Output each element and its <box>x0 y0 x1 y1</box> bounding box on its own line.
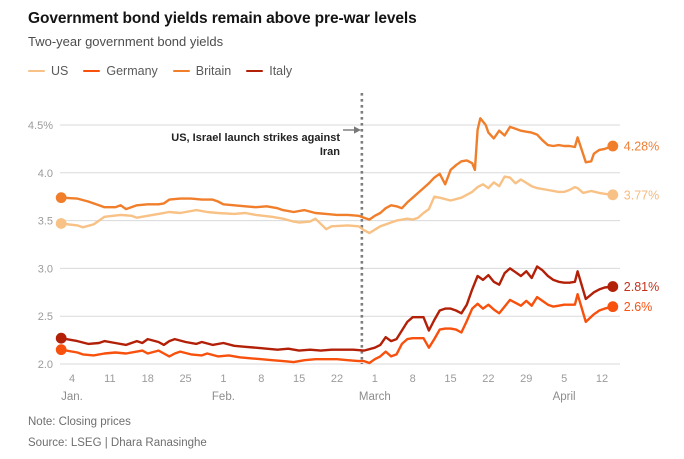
legend-label-italy: Italy <box>269 64 293 78</box>
series-end-dot-britain <box>607 140 619 152</box>
x-axis-tick-label: 12 <box>596 373 608 385</box>
x-axis-month-label: Feb. <box>212 391 235 403</box>
series-end-value-label-us: 3.77% <box>624 188 659 202</box>
x-axis-tick-label: 8 <box>410 373 416 385</box>
legend-label-us: US <box>51 64 69 78</box>
chart-subtitle: Two-year government bond yields <box>28 34 224 49</box>
x-axis-tick-label: 1 <box>372 373 378 385</box>
y-axis-tick-label: 3.0 <box>38 263 53 275</box>
y-axis-tick-label: 2.5 <box>38 311 53 323</box>
y-axis-tick-label: 3.5 <box>38 216 53 228</box>
legend-item-germany: Germany <box>83 64 158 78</box>
legend-swatch-italy <box>246 69 264 73</box>
x-axis-month-label: March <box>359 391 391 403</box>
legend: US Germany Britain Italy <box>28 64 292 78</box>
legend-item-italy: Italy <box>246 64 292 78</box>
legend-item-britain: Britain <box>172 64 232 78</box>
series-line-italy <box>60 265 614 352</box>
legend-swatch-germany <box>83 69 101 73</box>
x-axis-tick-label: 22 <box>331 373 343 385</box>
series-line-germany <box>60 293 614 365</box>
series-us: 3.77% <box>55 175 659 235</box>
x-axis-tick-label: 1 <box>220 373 226 385</box>
x-axis-tick-label: 29 <box>520 373 532 385</box>
series-end-value-label-germany: 2.6% <box>624 300 653 314</box>
x-axis-tick-label: 22 <box>482 373 494 385</box>
series-germany: 2.6% <box>55 293 653 365</box>
x-axis-tick-label: 15 <box>293 373 305 385</box>
event-annotation-text: US, Israel launch strikes against <box>171 132 340 144</box>
legend-label-britain: Britain <box>195 64 232 78</box>
x-axis-month-label: April <box>553 391 576 403</box>
x-axis-tick-label: 11 <box>104 373 115 385</box>
series-italy: 2.81% <box>55 265 659 352</box>
x-axis-month-label: Jan. <box>61 391 83 403</box>
series-end-dot-italy <box>607 281 619 292</box>
series-end-dot-germany <box>607 301 619 313</box>
series-end-value-label-italy: 2.81% <box>624 280 659 294</box>
series-britain: 4.28% <box>55 117 659 221</box>
y-axis-tick-label: 2.0 <box>38 359 53 371</box>
x-axis-tick-label: 25 <box>179 373 191 385</box>
y-axis-tick-label: 4.5% <box>28 120 53 132</box>
series-line-us <box>60 175 614 235</box>
x-axis-tick-label: 18 <box>142 373 154 385</box>
footnote: Note: Closing prices <box>28 416 131 428</box>
annotation-arrowhead-icon <box>354 126 361 134</box>
series-start-dot-italy <box>55 332 67 344</box>
page-title: Government bond yields remain above pre-… <box>28 10 417 27</box>
x-axis-tick-label: 15 <box>444 373 456 385</box>
series-line-britain <box>60 117 614 221</box>
legend-label-germany: Germany <box>106 64 158 78</box>
x-axis-tick-label: 8 <box>258 373 264 385</box>
event-annotation-text: Iran <box>320 146 340 158</box>
x-axis-tick-label: 5 <box>561 373 567 385</box>
series-end-value-label-britain: 4.28% <box>624 140 659 154</box>
legend-item-us: US <box>28 64 68 78</box>
series-end-dot-us <box>607 189 619 201</box>
series-start-dot-britain <box>55 192 67 204</box>
series-start-dot-germany <box>55 344 67 356</box>
legend-swatch-us <box>28 69 45 73</box>
legend-swatch-britain <box>172 69 190 73</box>
series-start-dot-us <box>55 218 67 229</box>
x-axis-tick-label: 4 <box>69 373 75 385</box>
source-line: Source: LSEG | Dhara Ranasinghe <box>28 437 207 449</box>
y-axis-tick-label: 4.0 <box>38 168 53 180</box>
